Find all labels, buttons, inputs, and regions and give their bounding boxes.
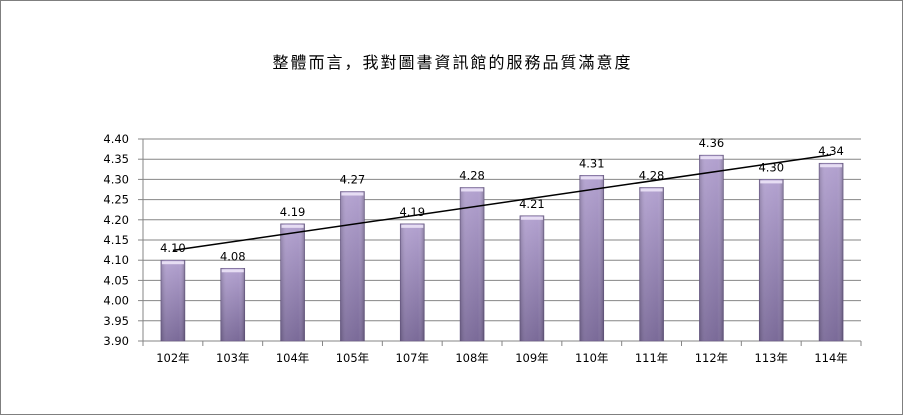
data-label: 4.10 xyxy=(160,241,186,255)
bar-shade xyxy=(579,175,604,341)
bar-shade xyxy=(280,223,305,341)
y-tick-label: 4.20 xyxy=(103,213,129,227)
data-label: 4.19 xyxy=(280,205,306,219)
bar-highlight xyxy=(820,164,843,168)
bar-highlight xyxy=(520,216,543,220)
y-tick-label: 4.15 xyxy=(103,233,129,247)
data-label: 4.31 xyxy=(579,156,605,170)
data-label: 4.34 xyxy=(818,144,844,158)
x-tick-label: 104年 xyxy=(276,351,309,365)
bar-highlight xyxy=(281,224,304,228)
bar-highlight xyxy=(341,192,364,196)
x-tick-label: 102年 xyxy=(156,351,189,365)
x-tick-label: 110年 xyxy=(575,351,608,365)
bar-highlight xyxy=(760,180,783,184)
bar-highlight xyxy=(221,269,244,273)
data-label: 4.21 xyxy=(519,197,545,211)
x-tick-label: 108年 xyxy=(455,351,488,365)
x-tick-label: 113年 xyxy=(755,351,788,365)
y-tick-label: 4.40 xyxy=(103,132,129,146)
bar-highlight xyxy=(580,176,603,180)
bar-shade xyxy=(160,260,185,341)
bar-highlight xyxy=(461,188,484,192)
x-tick-label: 111年 xyxy=(635,351,668,365)
bar-shade xyxy=(220,268,245,341)
bar-shade xyxy=(759,179,784,341)
bar-shade xyxy=(340,191,365,341)
y-tick-label: 4.05 xyxy=(103,273,129,287)
y-tick-label: 3.95 xyxy=(103,314,129,328)
x-tick-label: 105年 xyxy=(336,351,369,365)
data-label: 4.28 xyxy=(639,168,665,182)
y-tick-label: 4.10 xyxy=(103,253,129,267)
trendline xyxy=(172,154,832,252)
x-tick-label: 103年 xyxy=(216,351,249,365)
bar-shade xyxy=(699,155,724,341)
data-label: 4.08 xyxy=(220,249,246,263)
bar-shade xyxy=(400,223,425,341)
y-tick-label: 3.90 xyxy=(103,334,129,348)
chart-title: 整體而言，我對圖書資訊館的服務品質滿意度 xyxy=(272,53,633,72)
x-tick-label: 109年 xyxy=(515,351,548,365)
x-tick-label: 114年 xyxy=(814,351,847,365)
bar-shade xyxy=(519,215,544,341)
y-tick-label: 4.30 xyxy=(103,172,129,186)
data-label: 4.28 xyxy=(459,168,485,182)
bar-shade xyxy=(819,163,844,341)
bar-highlight xyxy=(401,224,424,228)
x-tick-label: 112年 xyxy=(695,351,728,365)
data-label: 4.36 xyxy=(699,136,725,150)
bar-shade xyxy=(639,187,664,341)
y-tick-label: 4.35 xyxy=(103,152,129,166)
y-tick-label: 4.00 xyxy=(103,294,129,308)
y-tick-label: 4.25 xyxy=(103,193,129,207)
bar-highlight xyxy=(640,188,663,192)
bar-highlight xyxy=(700,156,723,160)
bar-shade xyxy=(460,187,485,341)
bar-highlight xyxy=(161,261,184,265)
data-label: 4.27 xyxy=(340,173,366,187)
x-tick-label: 107年 xyxy=(396,351,429,365)
